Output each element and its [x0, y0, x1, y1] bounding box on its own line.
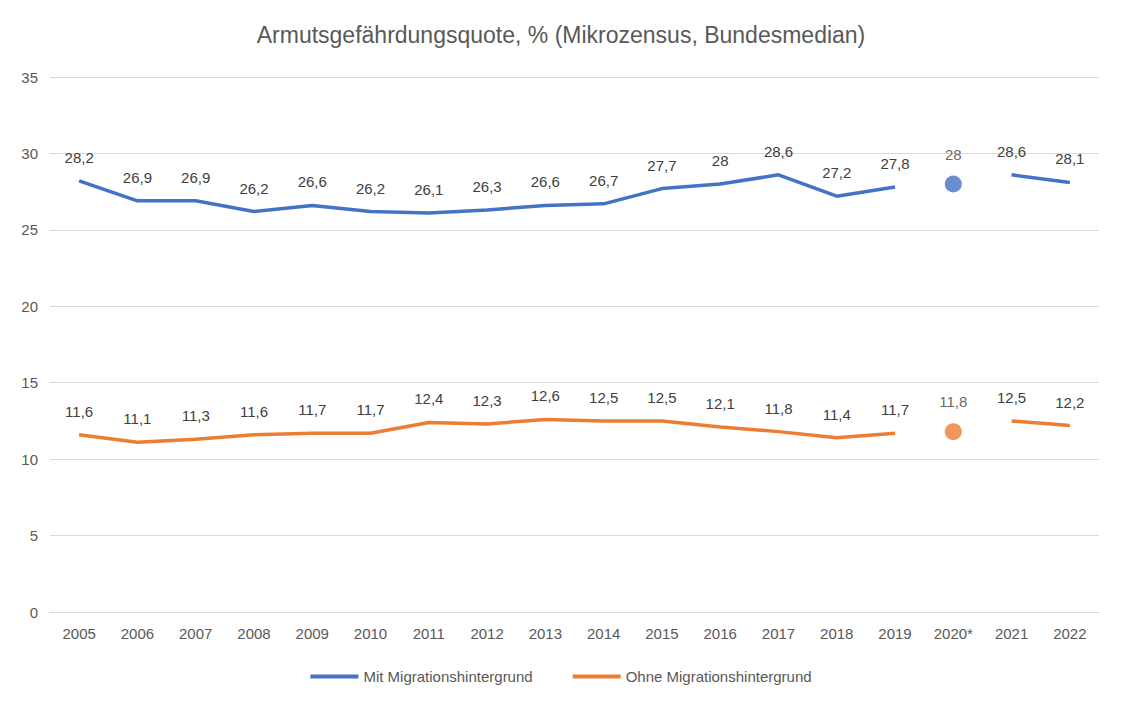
- svg-text:11,7: 11,7: [356, 401, 384, 418]
- svg-text:2011: 2011: [413, 625, 445, 642]
- svg-text:28: 28: [712, 152, 729, 169]
- svg-text:12,1: 12,1: [706, 395, 735, 412]
- svg-text:12,4: 12,4: [414, 390, 443, 407]
- svg-text:0: 0: [30, 604, 38, 621]
- svg-text:26,7: 26,7: [589, 172, 618, 189]
- svg-text:25: 25: [21, 221, 38, 238]
- svg-text:27,2: 27,2: [822, 164, 851, 181]
- svg-text:27,8: 27,8: [880, 155, 909, 172]
- svg-text:Mit Migrationshintergrund: Mit Migrationshintergrund: [363, 668, 532, 685]
- svg-text:12,6: 12,6: [531, 387, 560, 404]
- svg-text:26,2: 26,2: [356, 180, 385, 197]
- svg-text:2017: 2017: [762, 625, 795, 642]
- svg-text:15: 15: [21, 374, 38, 391]
- svg-text:12,5: 12,5: [997, 389, 1026, 406]
- svg-text:2010: 2010: [354, 625, 387, 642]
- svg-text:20: 20: [21, 298, 38, 315]
- svg-text:26,9: 26,9: [181, 169, 210, 186]
- svg-text:26,3: 26,3: [472, 178, 501, 195]
- svg-text:Armutsgefährdungsquote, % (Mik: Armutsgefährdungsquote, % (Mikrozensus, …: [257, 22, 866, 48]
- svg-text:28,6: 28,6: [997, 143, 1026, 160]
- svg-text:2014: 2014: [587, 625, 620, 642]
- svg-text:26,9: 26,9: [123, 169, 152, 186]
- svg-text:26,2: 26,2: [239, 180, 268, 197]
- svg-text:2005: 2005: [62, 625, 95, 642]
- svg-text:2020*: 2020*: [934, 625, 973, 642]
- svg-text:30: 30: [21, 145, 38, 162]
- svg-text:2007: 2007: [179, 625, 212, 642]
- svg-text:2018: 2018: [820, 625, 853, 642]
- svg-text:26,6: 26,6: [531, 173, 560, 190]
- svg-text:2009: 2009: [296, 625, 329, 642]
- svg-text:10: 10: [21, 451, 38, 468]
- svg-text:27,7: 27,7: [647, 157, 676, 174]
- svg-text:11,8: 11,8: [764, 400, 792, 417]
- svg-text:2013: 2013: [529, 625, 562, 642]
- svg-text:11,3: 11,3: [182, 407, 210, 424]
- svg-text:2016: 2016: [704, 625, 737, 642]
- svg-text:2015: 2015: [645, 625, 678, 642]
- svg-text:11,4: 11,4: [823, 406, 851, 423]
- svg-text:12,3: 12,3: [472, 392, 501, 409]
- svg-text:2006: 2006: [121, 625, 154, 642]
- svg-text:26,6: 26,6: [298, 173, 327, 190]
- svg-text:11,7: 11,7: [881, 401, 909, 418]
- svg-text:28,2: 28,2: [65, 149, 94, 166]
- svg-text:26,1: 26,1: [414, 181, 443, 198]
- svg-text:11,1: 11,1: [123, 410, 151, 427]
- svg-text:11,7: 11,7: [298, 401, 326, 418]
- svg-text:11,6: 11,6: [240, 403, 268, 420]
- svg-text:2008: 2008: [237, 625, 270, 642]
- svg-text:2012: 2012: [470, 625, 503, 642]
- svg-text:11,8: 11,8: [939, 393, 967, 410]
- svg-text:5: 5: [30, 527, 38, 544]
- svg-text:12,2: 12,2: [1055, 394, 1084, 411]
- svg-text:2019: 2019: [878, 625, 911, 642]
- svg-text:11,6: 11,6: [65, 403, 93, 420]
- svg-text:28,6: 28,6: [764, 143, 793, 160]
- svg-text:2021: 2021: [995, 625, 1028, 642]
- svg-text:28: 28: [945, 146, 962, 163]
- svg-text:2022: 2022: [1053, 625, 1086, 642]
- svg-text:28,1: 28,1: [1055, 150, 1084, 167]
- svg-text:35: 35: [21, 69, 38, 86]
- svg-text:12,5: 12,5: [589, 389, 618, 406]
- svg-text:12,5: 12,5: [647, 389, 676, 406]
- svg-text:Ohne Migrationshintergrund: Ohne Migrationshintergrund: [626, 668, 812, 685]
